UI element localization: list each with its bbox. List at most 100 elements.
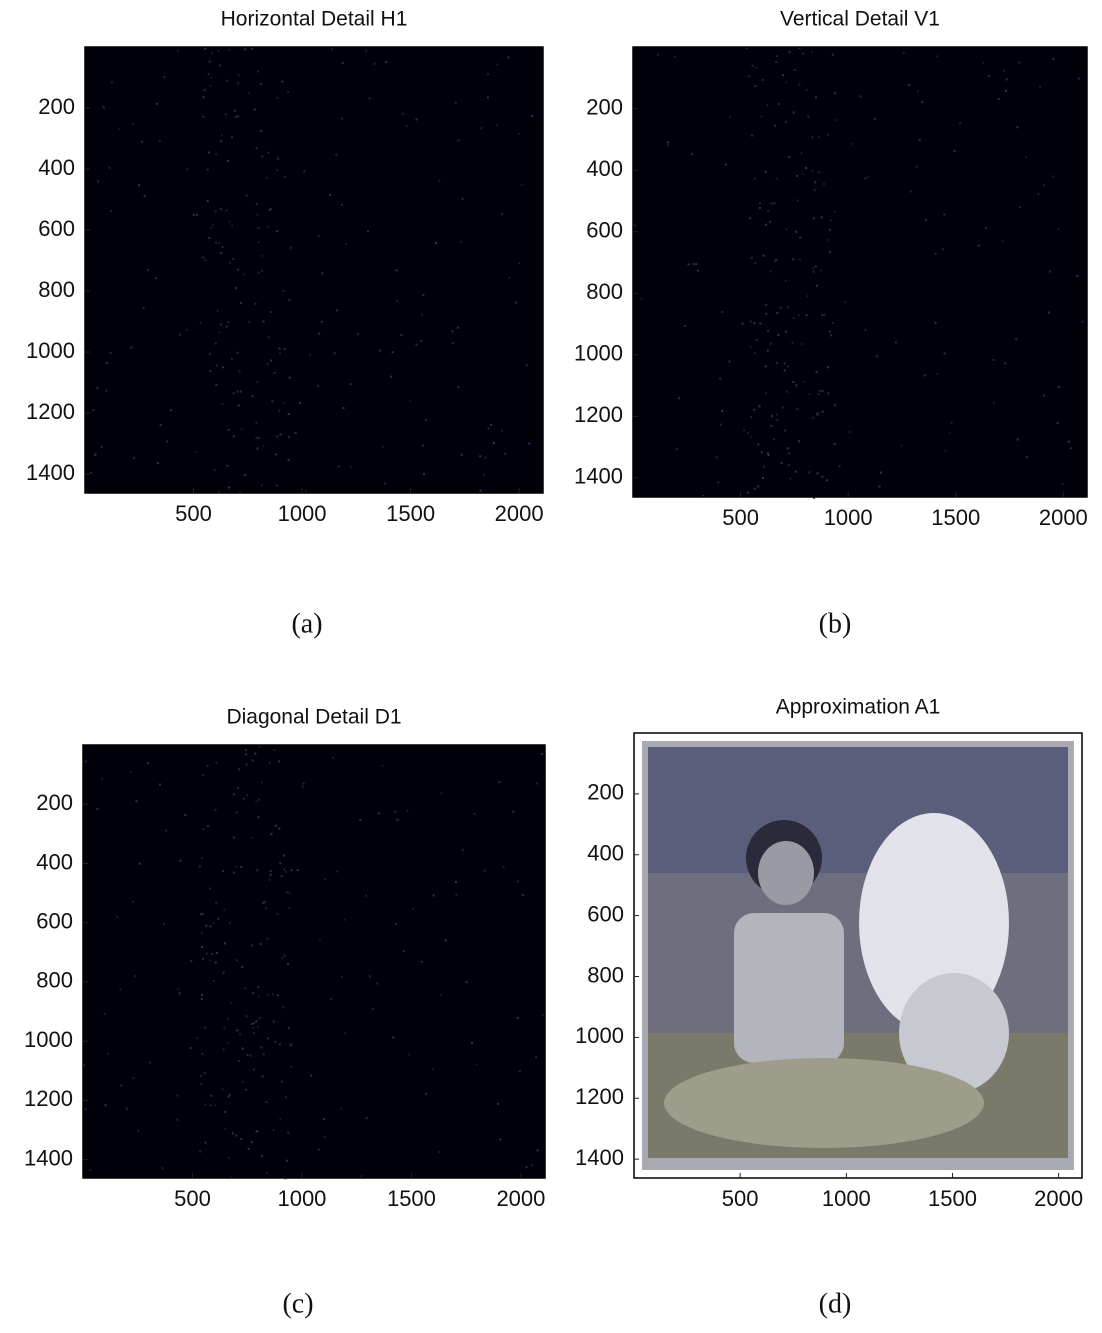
image-detail: [770, 415, 773, 418]
caption: (c): [282, 1288, 313, 1319]
image-detail: [220, 134, 223, 137]
y-tick-label: 1000: [575, 1023, 624, 1048]
image-detail: [199, 913, 202, 916]
image-detail: [288, 906, 291, 909]
image-detail: [138, 184, 141, 187]
image-detail: [798, 440, 801, 443]
y-tick-label: 800: [38, 277, 75, 302]
image-detail: [221, 403, 224, 406]
image-detail: [745, 47, 748, 50]
image-detail: [259, 943, 262, 946]
image-detail: [819, 389, 822, 392]
image-detail: [874, 117, 877, 120]
image-detail: [518, 132, 521, 135]
image-detail: [786, 447, 789, 450]
image-detail: [424, 419, 427, 422]
image-detail: [109, 352, 112, 355]
image-detail: [202, 256, 205, 259]
image-detail: [189, 1047, 192, 1050]
image-detail: [250, 836, 253, 839]
image-detail: [222, 870, 225, 873]
image-detail: [287, 458, 290, 461]
image-detail: [767, 210, 770, 213]
image-detail: [432, 1068, 435, 1071]
image-detail: [211, 953, 214, 956]
image-detail: [215, 762, 218, 765]
image-detail: [269, 869, 272, 872]
image-detail: [256, 447, 259, 450]
image-panel: [633, 732, 1083, 1179]
image-detail: [223, 942, 226, 945]
image-detail: [215, 153, 218, 156]
image-detail: [1077, 77, 1080, 80]
image-detail: [281, 80, 284, 83]
image-detail: [409, 399, 412, 402]
image-detail: [808, 471, 811, 474]
image-detail: [240, 1138, 243, 1141]
image-detail: [787, 464, 790, 467]
image-detail: [675, 448, 678, 451]
image-detail: [255, 147, 258, 150]
image-detail: [135, 800, 138, 803]
image-detail: [239, 1033, 242, 1036]
image-detail: [371, 1007, 374, 1010]
image-detail: [94, 452, 97, 455]
image-detail: [814, 181, 817, 184]
image-detail: [423, 473, 426, 476]
y-tick-label: 800: [586, 279, 623, 304]
image-detail: [395, 923, 398, 926]
image-detail: [394, 810, 397, 813]
image-detail: [728, 360, 731, 363]
image-detail: [140, 140, 143, 143]
image-detail: [287, 413, 290, 416]
image-child-body: [734, 913, 844, 1063]
image-detail: [257, 241, 260, 244]
image-detail: [209, 369, 212, 372]
image-detail: [258, 1016, 261, 1019]
image-detail: [916, 90, 919, 93]
image-detail: [796, 408, 799, 411]
image-detail: [105, 361, 108, 364]
image-detail: [296, 869, 299, 872]
image-detail: [138, 862, 141, 865]
image-detail: [784, 429, 787, 432]
image-detail: [1068, 440, 1071, 443]
image-detail: [750, 416, 753, 419]
image-detail: [83, 1064, 86, 1067]
image-detail: [241, 965, 244, 968]
image-detail: [805, 314, 808, 317]
image-detail: [290, 869, 293, 872]
image-detail: [833, 443, 836, 446]
y-tick-label: 600: [587, 901, 624, 926]
image-detail: [282, 854, 285, 857]
image-detail: [876, 355, 879, 358]
image-detail: [814, 96, 817, 99]
image-detail: [143, 194, 146, 197]
image-detail: [255, 421, 258, 424]
image-detail: [219, 323, 222, 326]
image-detail: [227, 1156, 230, 1159]
image-detail: [258, 745, 261, 748]
image-detail: [785, 120, 788, 123]
image-detail: [270, 311, 273, 314]
image: [83, 745, 545, 1178]
image-detail: [277, 157, 280, 160]
image-detail: [541, 1014, 544, 1017]
image-detail: [777, 333, 780, 336]
image-detail: [262, 1053, 265, 1056]
image-detail: [267, 151, 270, 154]
image-detail: [227, 1018, 230, 1021]
image-detail: [461, 197, 464, 200]
image-detail: [92, 409, 95, 412]
image-detail: [810, 50, 813, 53]
image-detail: [666, 141, 669, 144]
image-detail: [199, 322, 202, 325]
image-detail: [209, 887, 212, 890]
image-detail: [245, 1015, 248, 1018]
image-detail: [161, 1167, 164, 1170]
image-detail: [775, 413, 778, 416]
image-detail: [432, 894, 435, 897]
image-detail: [754, 85, 757, 88]
image-detail: [298, 401, 301, 404]
image-detail: [244, 987, 247, 990]
